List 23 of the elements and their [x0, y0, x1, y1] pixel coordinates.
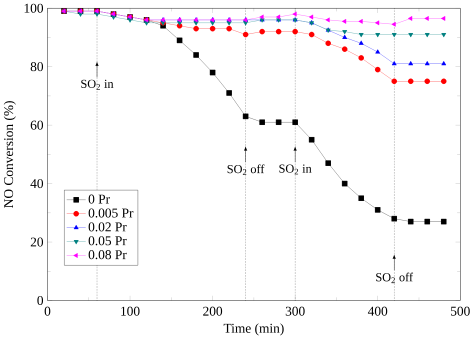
x-tick-label: 100: [121, 306, 140, 316]
annotation: SO$_{2}$ in: [81, 80, 114, 90]
y-tick-label: 20: [30, 237, 44, 246]
x-tick-label: 300: [286, 306, 305, 316]
legend-label: 0.05 Pr: [88, 236, 127, 246]
legend-label: 0 Pr: [88, 194, 110, 204]
annotation: SO$_{2}$ in: [279, 164, 312, 174]
legend-label: 0.005 Pr: [88, 208, 134, 218]
legend-label: 0.08 Pr: [88, 250, 127, 260]
y-tick-label: 40: [30, 178, 44, 188]
y-tick-label: 100: [24, 4, 44, 13]
annotation: SO$_{2}$ off: [228, 164, 264, 175]
x-axis-title: Time (min): [224, 323, 284, 336]
y-tick-label: 60: [30, 120, 44, 130]
legend-label: 0.02 Pr: [88, 222, 127, 232]
x-tick-label: 200: [203, 306, 222, 316]
y-axis-title: NO Conversion (%): [4, 101, 16, 208]
x-tick-label: 0: [44, 306, 50, 316]
y-tick-label: 80: [30, 62, 44, 72]
x-tick-label: 500: [451, 306, 470, 316]
x-tick-label: 400: [368, 306, 388, 316]
annotation: SO$_{2}$ off: [376, 272, 414, 283]
y-tick-label: 0: [37, 296, 44, 305]
